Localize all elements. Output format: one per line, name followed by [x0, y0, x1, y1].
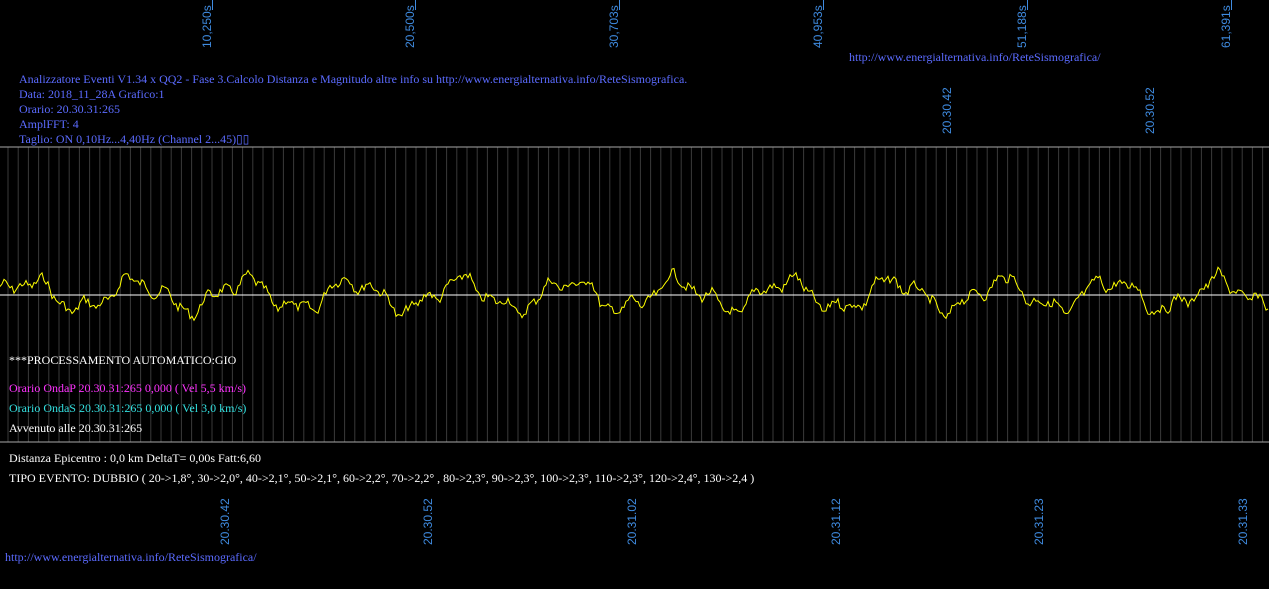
- top-tick-mark: [823, 0, 824, 10]
- header-time: Orario: 20.30.31:265: [19, 102, 120, 116]
- header-title: Analizzatore Eventi V1.34 x QQ2 - Fase 3…: [19, 72, 688, 86]
- top-tick-mark: [1027, 0, 1028, 10]
- top-tick-mark: [1231, 0, 1232, 10]
- top-tick-mark: [415, 0, 416, 10]
- bottom-tick-label: 20.30.42: [218, 498, 232, 545]
- header-filter: Taglio: ON 0,10Hz...4,40Hz (Channel 2...…: [19, 132, 250, 146]
- epicenter-distance: Distanza Epicentro : 0,0 km DeltaT= 0,00…: [9, 451, 262, 465]
- bottom-tick-label: 20.31.12: [829, 498, 843, 545]
- bottom-tick-label: 20.30.52: [421, 498, 435, 545]
- processing-status: ***PROCESSAMENTO AUTOMATICO:GIO: [9, 353, 237, 367]
- bottom-url-link[interactable]: http://www.energialternativa.info/ReteSi…: [5, 550, 257, 564]
- onda-s-time: Orario OndaS 20.30.31:265 0,000 ( Vel 3,…: [9, 401, 247, 415]
- bottom-tick-label: 20.31.33: [1236, 498, 1250, 545]
- bottom-tick-label: 20.31.02: [625, 498, 639, 545]
- top-url-link[interactable]: http://www.energialternativa.info/ReteSi…: [849, 50, 1101, 64]
- bottom-tick-label: 20.31.23: [1032, 498, 1046, 545]
- seismic-trace: [0, 266, 1269, 322]
- event-type: TIPO EVENTO: DUBBIO ( 20->1,8°, 30->2,0°…: [9, 471, 755, 485]
- top-tick-mark: [619, 0, 620, 10]
- header-date: Data: 2018_11_28A Grafico:1: [19, 87, 165, 101]
- event-time: Avvenuto alle 20.30.31:265: [9, 421, 143, 435]
- top-tick-mark: [212, 0, 213, 10]
- onda-p-time: Orario OndaP 20.30.31:265 0,000 ( Vel 5,…: [9, 381, 246, 395]
- header-amplfft: AmplFFT: 4: [19, 117, 79, 131]
